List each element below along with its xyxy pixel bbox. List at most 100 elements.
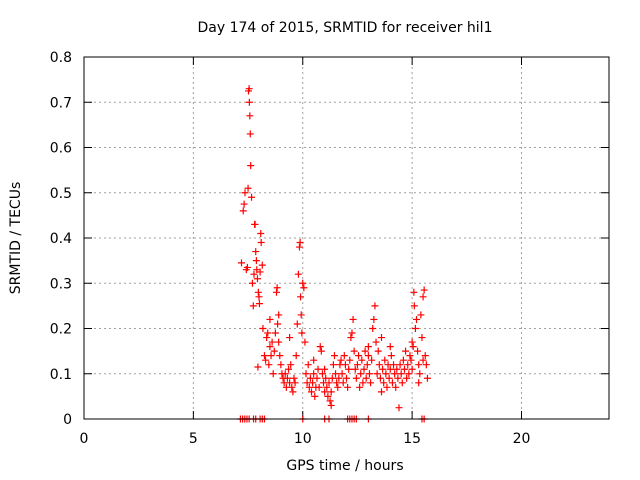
data-point	[391, 370, 399, 378]
data-point	[257, 229, 265, 237]
data-point	[316, 343, 324, 351]
data-point	[259, 325, 267, 332]
data-point	[245, 85, 253, 93]
data-point	[350, 347, 358, 355]
data-point	[258, 261, 266, 269]
data-point	[422, 361, 430, 369]
data-point	[313, 374, 321, 382]
data-point	[289, 388, 297, 396]
y-tick-label: 0.6	[50, 141, 72, 157]
data-point	[414, 347, 422, 355]
data-point	[298, 329, 306, 337]
data-point	[416, 370, 424, 378]
data-point	[310, 370, 318, 378]
data-point	[262, 356, 270, 364]
data-point	[381, 356, 389, 364]
data-point	[333, 379, 341, 387]
data-point	[353, 361, 361, 369]
data-point	[306, 374, 314, 382]
data-point	[318, 370, 326, 378]
data-point	[402, 347, 410, 355]
plot-frame	[83, 56, 610, 420]
data-point	[409, 343, 417, 351]
data-point	[252, 248, 260, 256]
data-point	[275, 338, 283, 346]
data-point	[324, 392, 332, 400]
data-point	[370, 315, 378, 323]
data-point	[397, 370, 405, 378]
data-point	[339, 379, 347, 387]
data-point	[359, 379, 367, 387]
data-point	[410, 288, 418, 296]
data-point	[358, 356, 366, 364]
data-point	[334, 383, 342, 391]
data-point	[417, 311, 425, 319]
data-point	[294, 270, 302, 278]
data-point	[268, 338, 276, 346]
data-point	[407, 356, 415, 364]
data-point	[347, 334, 355, 342]
x-tick-label: 10	[294, 431, 312, 447]
data-point	[379, 365, 387, 373]
data-point	[394, 374, 402, 382]
data-point	[239, 207, 247, 215]
data-point	[387, 352, 395, 360]
data-point	[317, 347, 325, 355]
data-point	[378, 334, 385, 342]
data-point	[400, 365, 408, 373]
data-point	[263, 334, 271, 342]
data-point	[322, 374, 330, 382]
data-point	[321, 365, 329, 373]
data-point	[388, 379, 396, 387]
data-point	[374, 347, 382, 355]
data-point	[267, 352, 275, 360]
data-point	[338, 370, 346, 378]
data-point	[395, 404, 403, 412]
data-point	[398, 379, 406, 387]
x-tick-label: 15	[403, 431, 421, 447]
data-point	[367, 379, 375, 387]
data-point	[265, 361, 273, 369]
data-point	[386, 343, 394, 351]
y-tick-label: 0.5	[50, 186, 72, 202]
data-point	[238, 259, 245, 267]
data-point	[273, 288, 280, 296]
data-point	[273, 284, 281, 292]
data-point	[335, 374, 343, 382]
tick-labels: 0 0.1 0.2 0.3 0.4 0.5 0.6 0.7 0.8 0 5 10 15 20	[50, 50, 531, 447]
data-point	[311, 392, 319, 400]
data-point	[396, 361, 404, 369]
data-point	[296, 239, 304, 247]
data-point	[246, 112, 254, 120]
data-point	[327, 401, 335, 409]
data-point	[310, 356, 318, 364]
data-point	[362, 374, 370, 382]
data-point	[343, 374, 350, 382]
data-point	[419, 293, 427, 301]
data-point	[368, 356, 376, 364]
data-point	[248, 193, 256, 201]
data-point	[390, 361, 398, 369]
data-point	[250, 270, 258, 278]
data-point	[351, 365, 359, 373]
data-point	[302, 370, 310, 378]
data-point	[276, 352, 284, 360]
data-point	[253, 275, 261, 283]
data-point	[254, 288, 262, 296]
data-point	[292, 352, 300, 360]
data-point	[325, 379, 333, 387]
data-point	[243, 263, 251, 271]
data-point	[393, 365, 401, 373]
data-point	[291, 379, 299, 387]
data-point	[341, 361, 349, 369]
data-point	[408, 365, 416, 373]
data-point	[364, 352, 372, 360]
data-point	[270, 347, 278, 355]
data-point	[357, 370, 365, 378]
data-point	[326, 397, 334, 405]
data-point	[255, 293, 263, 301]
data-point	[295, 243, 303, 251]
data-point	[406, 352, 414, 360]
data-point	[248, 279, 256, 287]
